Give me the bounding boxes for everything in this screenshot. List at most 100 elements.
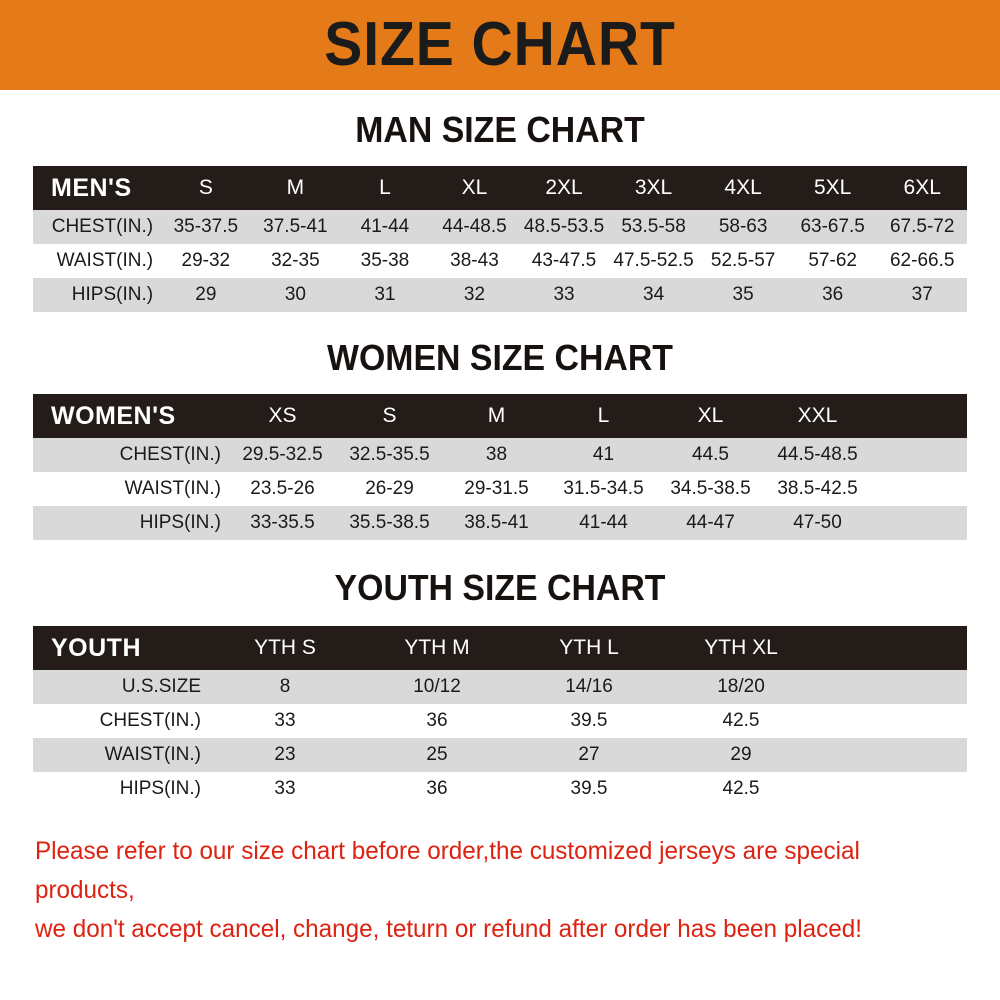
table-cell-pad	[871, 506, 967, 540]
row-label: WAIST(IN.)	[104, 744, 201, 765]
table-cell: 14/16	[565, 676, 613, 697]
table-cell: 33-35.5	[250, 512, 315, 533]
table-cell: 23.5-26	[250, 478, 315, 499]
row-label: CHEST(IN.)	[51, 216, 154, 237]
table-cell: 62-66.5	[889, 250, 955, 271]
table-cell: 41	[592, 444, 615, 465]
table-cell: 36	[822, 284, 844, 305]
table-header-row: MEN'S S M L XL 2XL 3XL 4XL 5XL 6XL	[33, 166, 967, 210]
table-cell: 48.5-53.5	[523, 216, 605, 237]
youth-table-header: YOUTH YTH S YTH M YTH L YTH XL	[33, 626, 967, 670]
table-cell: 37.5-41	[263, 216, 328, 237]
table-cell: 35-38	[360, 250, 410, 271]
table-cell-pad	[871, 438, 967, 472]
table-cell: 8	[279, 676, 291, 697]
row-label: HIPS(IN.)	[139, 512, 221, 533]
table-row: WAIST(IN.) 23 25 27 29	[33, 738, 967, 772]
women-col-header: S	[382, 404, 397, 427]
order-policy-note: Please refer to our size chart before or…	[35, 832, 937, 948]
youth-table-body: U.S.SIZE 8 10/12 14/16 18/20 CHEST(IN.) …	[33, 670, 967, 806]
table-cell: 33	[553, 284, 575, 305]
man-corner-label: MEN'S	[51, 173, 132, 202]
man-table-body: CHEST(IN.) 35-37.5 37.5-41 41-44 44-48.5…	[33, 210, 967, 312]
youth-col-header: YTH L	[559, 636, 619, 659]
women-table-header: WOMEN'S XS S M L XL XXL	[33, 394, 967, 438]
table-row: U.S.SIZE 8 10/12 14/16 18/20	[33, 670, 967, 704]
table-cell: 31	[374, 284, 396, 305]
table-cell: 26-29	[365, 478, 414, 499]
table-cell: 47-50	[793, 512, 842, 533]
table-cell: 41-44	[579, 512, 628, 533]
table-cell-pad	[817, 772, 967, 806]
women-header-pad	[871, 394, 967, 438]
table-cell: 44-47	[686, 512, 735, 533]
table-cell: 35-37.5	[173, 216, 239, 237]
table-cell: 53.5-58	[621, 216, 686, 237]
man-table-wrapper: MEN'S S M L XL 2XL 3XL 4XL 5XL 6XL CHEST…	[33, 166, 967, 312]
table-cell: 32	[463, 284, 486, 305]
row-label: CHEST(IN.)	[99, 710, 201, 731]
man-col-header: 3XL	[634, 176, 673, 199]
table-cell: 41-44	[360, 216, 410, 237]
table-cell: 38-43	[450, 250, 499, 271]
man-col-header: L	[379, 176, 391, 199]
table-cell: 38.5-42.5	[777, 478, 858, 499]
table-cell: 10/12	[413, 676, 461, 697]
table-cell-pad	[871, 472, 967, 506]
table-cell: 25	[426, 744, 448, 765]
table-header-row: YOUTH YTH S YTH M YTH L YTH XL	[33, 626, 967, 670]
table-cell: 30	[284, 284, 306, 305]
man-col-header: 5XL	[813, 176, 852, 199]
man-col-header: S	[198, 176, 213, 199]
row-label: U.S.SIZE	[121, 676, 201, 697]
youth-section-title: YOUTH SIZE CHART	[334, 567, 666, 608]
page-title: SIZE CHART	[324, 10, 676, 79]
women-size-table: WOMEN'S XS S M L XL XXL CHEST(IN.) 29.5-…	[33, 394, 967, 540]
row-label: HIPS(IN.)	[71, 284, 154, 305]
note-line-1: Please refer to our size chart before or…	[35, 837, 860, 904]
row-label: CHEST(IN.)	[119, 444, 221, 465]
table-cell: 44.5-48.5	[777, 444, 858, 465]
youth-corner-label: YOUTH	[51, 633, 141, 662]
row-label: WAIST(IN.)	[124, 478, 221, 499]
table-cell: 47.5-52.5	[613, 250, 694, 271]
table-cell: 34	[643, 284, 665, 305]
table-cell: 29	[195, 284, 217, 305]
table-cell: 38.5-41	[464, 512, 529, 533]
women-col-header: M	[487, 404, 506, 427]
women-table-body: CHEST(IN.) 29.5-32.5 32.5-35.5 38 41 44.…	[33, 438, 967, 540]
man-section-title: MAN SIZE CHART	[355, 109, 645, 150]
man-size-table: MEN'S S M L XL 2XL 3XL 4XL 5XL 6XL CHEST…	[33, 166, 967, 312]
man-table-header: MEN'S S M L XL 2XL 3XL 4XL 5XL 6XL	[33, 166, 967, 210]
table-cell: 63-67.5	[800, 216, 865, 237]
table-cell: 29-31.5	[464, 478, 529, 499]
youth-size-table: YOUTH YTH S YTH M YTH L YTH XL U.S.SIZE …	[33, 626, 967, 806]
table-cell: 31.5-34.5	[563, 478, 644, 499]
table-cell: 29-32	[181, 250, 231, 271]
table-cell: 44.5	[692, 444, 729, 465]
table-cell: 33	[274, 778, 296, 799]
women-section-title: WOMEN SIZE CHART	[327, 337, 673, 378]
table-cell: 42.5	[722, 710, 760, 731]
table-cell-pad	[817, 738, 967, 772]
youth-table-wrapper: YOUTH YTH S YTH M YTH L YTH XL U.S.SIZE …	[33, 626, 967, 806]
table-row: HIPS(IN.) 29 30 31 32 33 34 35 36 37	[33, 278, 967, 312]
note-line-2: we don't accept cancel, change, teturn o…	[35, 914, 862, 943]
table-cell: 36	[426, 710, 448, 731]
table-cell-pad	[817, 704, 967, 738]
table-cell: 18/20	[717, 676, 765, 697]
table-cell: 57-62	[808, 250, 857, 271]
youth-col-header: YTH S	[254, 636, 316, 659]
women-col-header: L	[597, 404, 610, 427]
table-cell: 35.5-38.5	[349, 512, 430, 533]
table-row: CHEST(IN.) 35-37.5 37.5-41 41-44 44-48.5…	[33, 210, 967, 244]
table-cell: 27	[578, 744, 600, 765]
women-col-header: XXL	[797, 404, 838, 427]
man-col-header: 6XL	[903, 176, 941, 199]
table-cell-pad	[817, 670, 967, 704]
table-cell: 23	[274, 744, 296, 765]
youth-col-header: YTH M	[404, 636, 470, 659]
table-row: HIPS(IN.) 33 36 39.5 42.5	[33, 772, 967, 806]
table-cell: 29.5-32.5	[242, 444, 323, 465]
